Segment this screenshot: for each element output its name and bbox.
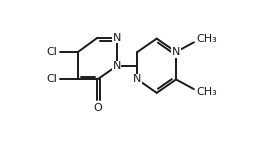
Text: O: O xyxy=(93,103,102,113)
Text: Cl: Cl xyxy=(46,47,57,57)
Text: N: N xyxy=(133,74,142,84)
Text: CH₃: CH₃ xyxy=(197,87,218,97)
Text: Cl: Cl xyxy=(46,74,57,84)
Text: CH₃: CH₃ xyxy=(197,34,218,44)
Text: N: N xyxy=(112,61,121,71)
Text: N: N xyxy=(112,33,121,43)
Text: N: N xyxy=(172,47,180,57)
